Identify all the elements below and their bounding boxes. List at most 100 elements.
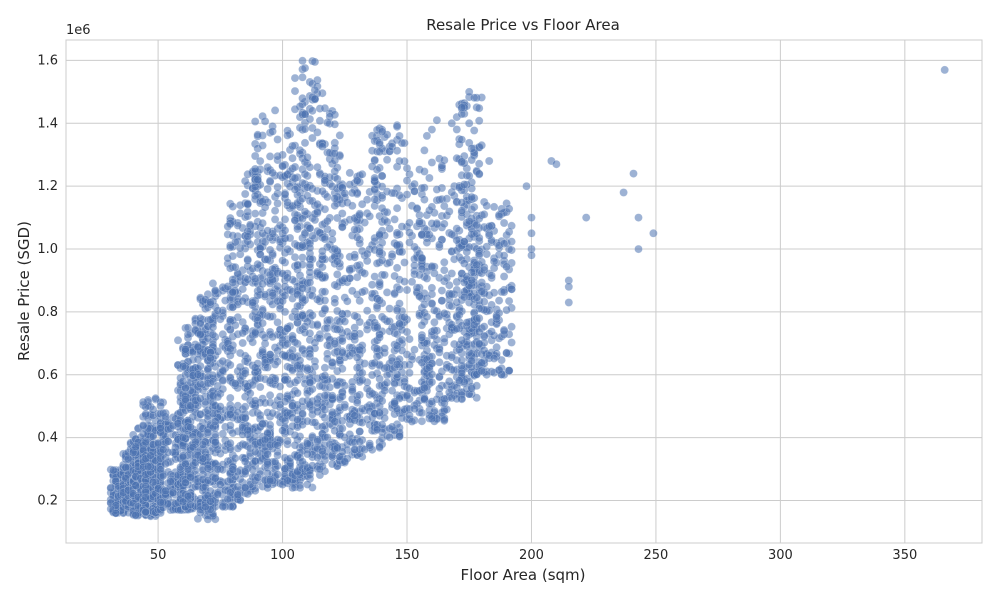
scatter-point xyxy=(375,147,384,156)
scatter-point xyxy=(298,284,307,293)
scatter-point xyxy=(305,352,315,361)
scatter-point xyxy=(320,296,330,305)
scatter-point xyxy=(290,430,300,440)
scatter-point xyxy=(328,182,337,191)
scatter-point xyxy=(467,356,476,366)
scatter-point xyxy=(313,207,322,217)
scatter-point xyxy=(422,312,432,322)
scatter-point xyxy=(352,176,362,186)
scatter-point xyxy=(330,244,340,254)
scatter-point xyxy=(258,318,267,328)
scatter-point xyxy=(258,419,267,429)
scatter-point xyxy=(427,397,437,406)
scatter-point xyxy=(372,425,382,434)
scatter-point xyxy=(181,459,190,469)
scatter-point xyxy=(143,462,153,471)
scatter-point xyxy=(355,345,364,355)
scatter-point xyxy=(243,207,252,217)
scatter-point xyxy=(173,419,183,428)
scatter-point xyxy=(283,324,292,333)
scatter-point xyxy=(467,275,476,285)
y-tick-label: 0.4 xyxy=(37,431,58,446)
scatter-point xyxy=(178,497,188,507)
scatter-point xyxy=(392,203,402,213)
scatter-point xyxy=(430,269,439,278)
scatter-point xyxy=(350,445,359,454)
scatter-point xyxy=(343,296,352,306)
scatter-point xyxy=(357,199,367,209)
scatter-point xyxy=(323,323,332,333)
scatter-point xyxy=(313,162,322,172)
scatter-point xyxy=(440,415,449,425)
scatter-point xyxy=(158,471,168,481)
scatter-point xyxy=(420,383,429,393)
scatter-point xyxy=(417,416,427,426)
scatter-point xyxy=(477,141,486,150)
scatter-point xyxy=(270,106,280,115)
scatter-point xyxy=(357,375,367,385)
scatter-point xyxy=(323,216,332,226)
scatter-point xyxy=(474,251,484,260)
scatter-point xyxy=(328,228,337,238)
scatter-point xyxy=(250,363,260,372)
scatter-point xyxy=(489,288,499,297)
scatter-point xyxy=(477,366,486,376)
scatter-point xyxy=(265,398,275,407)
scatter-point xyxy=(507,221,516,231)
scatter-point xyxy=(263,311,272,321)
scatter-point xyxy=(502,305,511,315)
scatter-point xyxy=(474,103,484,113)
scatter-point xyxy=(407,417,417,426)
scatter-point xyxy=(303,153,312,162)
scatter-point xyxy=(552,159,561,169)
scatter-point xyxy=(218,429,228,439)
scatter-point xyxy=(417,183,427,193)
scatter-point xyxy=(280,351,290,360)
scatter-point xyxy=(405,360,414,370)
scatter-point xyxy=(305,114,315,124)
scatter-point xyxy=(293,388,302,398)
scatter-point xyxy=(253,473,262,482)
scatter-point xyxy=(427,202,437,212)
scatter-point xyxy=(417,253,427,263)
scatter-point xyxy=(397,247,407,257)
scatter-point xyxy=(146,451,155,460)
y-tick-labels: 0.2 0.4 0.6 0.8 1.0 1.2 1.4 1.6 xyxy=(37,53,58,508)
scatter-point xyxy=(250,396,260,406)
scatter-point xyxy=(243,232,252,241)
scatter-point xyxy=(375,296,384,305)
scatter-point xyxy=(153,438,163,448)
scatter-point xyxy=(380,386,389,395)
scatter-point xyxy=(156,401,165,411)
scatter-point xyxy=(131,481,140,490)
scatter-point xyxy=(357,287,367,297)
scatter-point xyxy=(420,167,429,176)
scatter-point xyxy=(447,269,457,278)
scatter-point xyxy=(263,363,272,372)
scatter-point xyxy=(382,378,392,387)
scatter-point xyxy=(432,185,442,194)
scatter-point xyxy=(216,480,225,489)
scatter-point xyxy=(181,345,190,354)
scatter-point xyxy=(477,287,486,296)
scatter-point xyxy=(173,336,183,345)
scatter-point xyxy=(457,336,467,345)
scatter-point xyxy=(231,262,240,272)
scatter-point xyxy=(330,339,340,348)
scatter-point xyxy=(340,317,350,326)
scatter-point xyxy=(305,268,315,277)
scatter-point xyxy=(290,105,300,114)
scatter-point xyxy=(507,284,516,294)
scatter-point xyxy=(400,277,409,286)
scatter-point xyxy=(265,391,275,400)
scatter-point xyxy=(427,219,437,228)
scatter-point xyxy=(216,314,225,324)
scatter-point xyxy=(138,397,148,407)
scatter-point xyxy=(402,391,412,401)
scatter-point xyxy=(333,443,342,452)
scatter-point xyxy=(460,292,469,302)
scatter-point xyxy=(305,223,315,233)
scatter-point xyxy=(231,379,240,388)
scatter-point xyxy=(300,169,310,179)
